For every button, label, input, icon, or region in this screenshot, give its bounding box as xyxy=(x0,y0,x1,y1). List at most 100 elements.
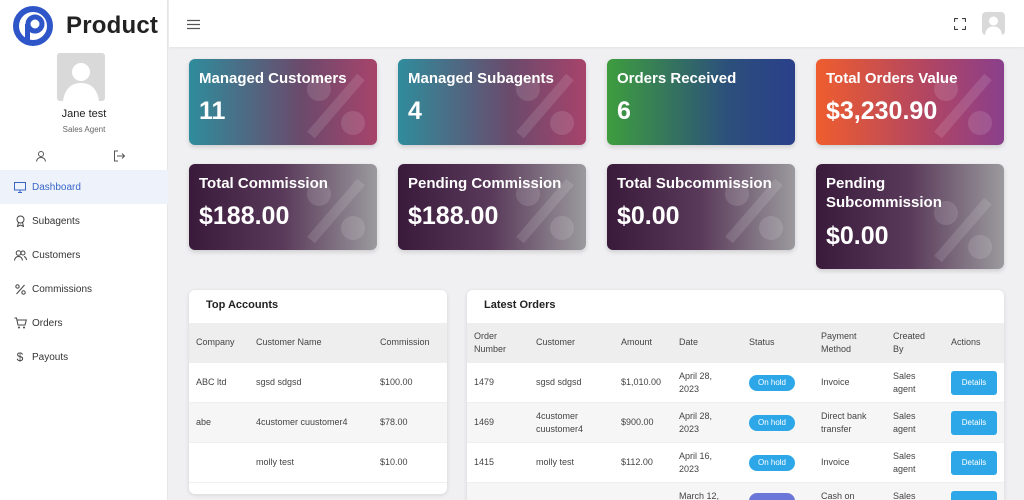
sidebar-item-label: Customers xyxy=(32,249,81,261)
cell-payment-method: Invoice xyxy=(821,377,850,387)
sidebar-nav: Dashboard Subagents Customers Commission… xyxy=(0,170,168,374)
column-header: Actions xyxy=(951,337,981,347)
sidebar-item-label: Subagents xyxy=(32,215,80,227)
cell-customer-name: 4customer cuustomer4 xyxy=(256,417,348,427)
brand-logo[interactable]: Product xyxy=(12,6,158,46)
stat-value: $0.00 xyxy=(617,202,680,230)
stat-value: 11 xyxy=(199,97,226,125)
cell-date: April 28, 2023 xyxy=(679,411,713,434)
cell-customer-name: sgsd sdgsd xyxy=(256,377,302,387)
table-row[interactable]: molly test $10.00 xyxy=(189,443,447,483)
column-header: Status xyxy=(749,337,775,347)
percent-watermark-icon xyxy=(307,178,365,244)
stat-card-total-subcommission: Total Subcommission $0.00 xyxy=(607,164,795,250)
table-row[interactable]: March 12, Cash on Sales xyxy=(467,483,1004,500)
sidebar: Product Jane test Sales Agent Dashboard … xyxy=(0,0,168,500)
dollar-icon: $ xyxy=(16,350,24,364)
percent-watermark-icon xyxy=(307,73,365,139)
percent-watermark-icon xyxy=(516,178,574,244)
percent-watermark-icon xyxy=(725,178,783,244)
column-header: Customer Name xyxy=(256,337,322,347)
cell-amount: $900.00 xyxy=(621,417,654,427)
users-icon xyxy=(13,248,27,262)
stat-card-pending-commission: Pending Commission $188.00 xyxy=(398,164,586,250)
table-row[interactable]: 1415 molly test $112.00 April 16, 2023 O… xyxy=(467,443,1004,483)
sidebar-item-label: Dashboard xyxy=(32,181,81,193)
stat-card-orders-received: Orders Received 6 xyxy=(607,59,795,145)
stat-card-managed-subagents: Managed Subagents 4 xyxy=(398,59,586,145)
user-role: Sales Agent xyxy=(62,125,106,134)
cell-payment-method: Cash on xyxy=(821,491,855,500)
stat-title: Total Orders Value xyxy=(826,70,958,87)
status-badge xyxy=(749,493,795,500)
award-icon xyxy=(13,214,27,228)
cell-company: abe xyxy=(196,417,212,427)
cell-commission: $100.00 xyxy=(380,377,413,387)
column-header: Amount xyxy=(621,337,653,347)
sidebar-item-commissions[interactable]: Commissions xyxy=(0,272,168,306)
cell-date: April 16, 2023 xyxy=(679,451,713,474)
menu-icon[interactable] xyxy=(187,17,200,35)
monitor-icon xyxy=(13,180,27,194)
column-header: Date xyxy=(679,337,699,347)
logo-icon xyxy=(13,6,53,46)
percent-icon xyxy=(13,282,27,296)
sidebar-item-customers[interactable]: Customers xyxy=(0,238,168,272)
cell-payment-method: Direct bank transfer xyxy=(821,411,867,434)
sidebar-item-label: Commissions xyxy=(32,283,93,295)
sidebar-item-label: Payouts xyxy=(32,351,69,363)
column-header: Customer xyxy=(536,337,576,347)
column-header: Created By xyxy=(893,331,926,354)
stat-card-pending-subcommission: Pending Subcommission $0.00 xyxy=(816,164,1004,269)
status-badge: On hold xyxy=(749,415,795,431)
table-header: Order Number Customer Amount Date Status… xyxy=(467,323,1004,363)
cell-order-number: 1479 xyxy=(474,377,495,387)
details-button[interactable]: Details xyxy=(951,411,997,435)
cell-date: March 12, xyxy=(679,491,720,500)
column-header: Company xyxy=(196,337,235,347)
cell-created-by: Sales agent xyxy=(893,411,916,434)
percent-watermark-icon xyxy=(516,73,574,139)
avatar xyxy=(57,53,105,101)
details-button[interactable]: Details xyxy=(951,371,997,395)
details-button[interactable]: Details xyxy=(951,451,997,475)
stat-title: Pending Commission xyxy=(408,175,562,192)
stat-title: Pending Subcommission xyxy=(826,175,942,211)
user-avatar-button[interactable] xyxy=(982,12,1005,35)
sidebar-item-orders[interactable]: Orders xyxy=(0,306,168,340)
table-row[interactable]: ABC ltd sgsd sdgsd $100.00 xyxy=(189,363,447,403)
stat-value: $188.00 xyxy=(408,202,499,230)
profile-icon[interactable] xyxy=(35,149,47,167)
table-row[interactable]: 1479 sgsd sdgsd $1,010.00 April 28, 2023… xyxy=(467,363,1004,403)
sidebar-item-subagents[interactable]: Subagents xyxy=(0,204,168,238)
cell-customer: 4customer cuustomer4 xyxy=(536,411,584,434)
status-badge: On hold xyxy=(749,455,795,471)
stat-title: Total Commission xyxy=(199,175,328,192)
table-row[interactable]: abe 4customer cuustomer4 $78.00 xyxy=(189,403,447,443)
stat-value: $188.00 xyxy=(199,202,290,230)
cell-payment-method: Invoice xyxy=(821,457,850,467)
column-header: Order Number xyxy=(474,331,507,354)
stat-card-total-commission: Total Commission $188.00 xyxy=(189,164,377,250)
sidebar-item-dashboard[interactable]: Dashboard xyxy=(0,170,168,204)
table-row[interactable]: 1469 4customer cuustomer4 $900.00 April … xyxy=(467,403,1004,443)
cell-customer: molly test xyxy=(536,457,575,467)
cart-icon xyxy=(13,316,27,330)
fullscreen-icon[interactable] xyxy=(953,17,967,35)
cell-created-by: Sales xyxy=(893,491,916,500)
cell-customer: sgsd sdgsd xyxy=(536,377,582,387)
details-button[interactable] xyxy=(951,491,997,500)
table-header: Company Customer Name Commission xyxy=(189,323,447,363)
stat-title: Orders Received xyxy=(617,70,737,87)
stat-title: Managed Customers xyxy=(199,70,347,87)
logout-icon[interactable] xyxy=(113,149,126,167)
stat-value: $0.00 xyxy=(826,222,889,250)
sidebar-item-label: Orders xyxy=(32,317,63,329)
stat-title: Managed Subagents xyxy=(408,70,554,87)
status-badge: On hold xyxy=(749,375,795,391)
sidebar-item-payouts[interactable]: $ Payouts xyxy=(0,340,168,374)
stat-card-managed-customers: Managed Customers 11 xyxy=(189,59,377,145)
cell-commission: $78.00 xyxy=(380,417,408,427)
cell-amount: $1,010.00 xyxy=(621,377,662,387)
cell-created-by: Sales agent xyxy=(893,451,916,474)
